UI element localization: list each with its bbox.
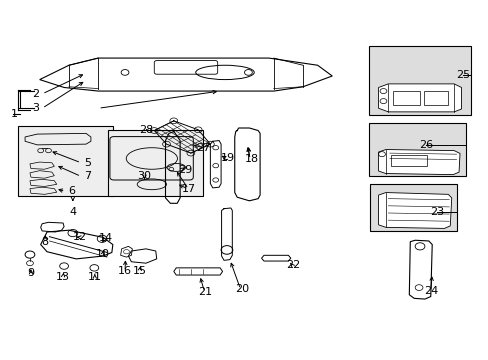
Text: 19: 19 — [220, 153, 234, 163]
Text: 28: 28 — [139, 125, 153, 135]
Text: 11: 11 — [88, 272, 102, 282]
Text: 24: 24 — [423, 286, 437, 296]
Text: 3: 3 — [32, 103, 39, 113]
Text: 2: 2 — [32, 89, 40, 99]
Polygon shape — [378, 149, 459, 175]
Text: 5: 5 — [84, 158, 91, 168]
Text: 23: 23 — [429, 207, 443, 217]
Text: 7: 7 — [84, 171, 91, 181]
Bar — [392, 91, 419, 105]
Text: 30: 30 — [137, 171, 151, 181]
Text: 17: 17 — [181, 184, 195, 194]
Bar — [423, 91, 447, 105]
Text: 12: 12 — [73, 232, 87, 242]
Text: 13: 13 — [56, 272, 70, 282]
Bar — [369, 184, 456, 231]
Text: 6: 6 — [68, 186, 75, 197]
Text: 1: 1 — [11, 109, 18, 119]
Text: 9: 9 — [27, 268, 35, 278]
Text: 21: 21 — [198, 287, 212, 297]
Polygon shape — [378, 84, 461, 112]
Text: 20: 20 — [235, 284, 248, 294]
Bar — [368, 45, 470, 116]
Text: 18: 18 — [244, 154, 258, 164]
Bar — [18, 126, 113, 196]
Bar — [108, 130, 203, 196]
Text: 29: 29 — [178, 165, 192, 175]
Bar — [390, 155, 427, 166]
Text: 4: 4 — [69, 207, 76, 217]
Text: 25: 25 — [455, 70, 469, 80]
Text: 15: 15 — [132, 266, 146, 276]
Text: 10: 10 — [96, 248, 110, 258]
Text: 26: 26 — [418, 140, 432, 150]
Polygon shape — [378, 193, 451, 228]
Text: 8: 8 — [41, 237, 48, 247]
Text: 27: 27 — [196, 143, 210, 153]
Bar — [368, 123, 466, 176]
Text: 16: 16 — [118, 266, 132, 276]
Text: 22: 22 — [285, 260, 300, 270]
Text: 14: 14 — [98, 233, 112, 243]
